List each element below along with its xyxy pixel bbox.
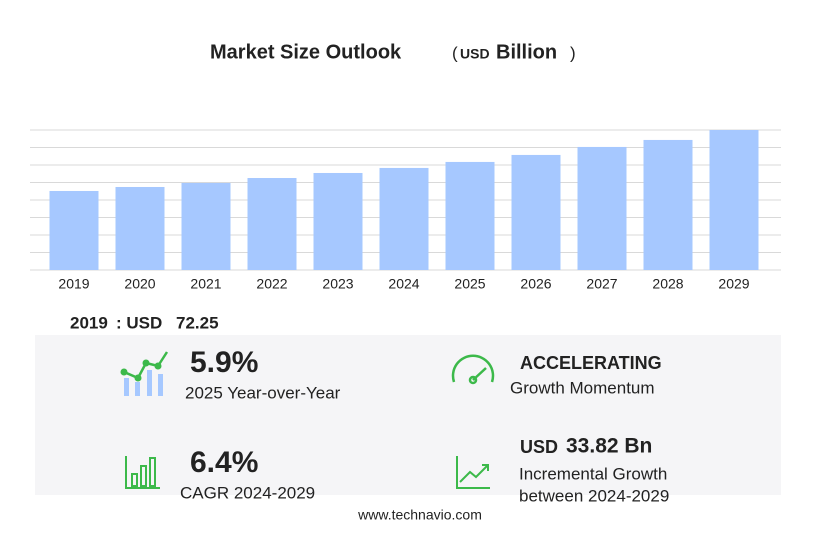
incremental-prefix: USD [520, 437, 558, 457]
bar [709, 130, 759, 270]
x-tick-label: 2027 [586, 276, 617, 292]
momentum-icon [451, 354, 495, 385]
x-tick-label: 2019 [58, 276, 89, 292]
unit: Billion [496, 41, 557, 63]
incremental-label: between 2024-2029 [519, 486, 669, 505]
bar [577, 146, 627, 270]
yoy-value: 5.9% [190, 346, 258, 379]
bar [643, 139, 693, 270]
x-tick-label: 2023 [322, 276, 353, 292]
incremental-label: Incremental Growth [519, 464, 667, 483]
incremental-icon [456, 456, 490, 489]
yoy-label: 2025 Year-over-Year [185, 383, 341, 402]
bar [115, 186, 165, 270]
x-tick-label: 2020 [124, 276, 155, 292]
bar [181, 182, 231, 270]
cagr-label: CAGR 2024-2029 [180, 483, 315, 502]
incremental-value: 33.82 Bn [566, 435, 652, 458]
bar [379, 167, 429, 270]
highlight-unit: : USD [116, 313, 162, 332]
x-tick-label: 2022 [256, 276, 287, 292]
cagr-icon [125, 456, 160, 489]
x-tick-label: 2029 [718, 276, 749, 292]
unit-close: ) [570, 43, 576, 62]
unit-open: ( [452, 43, 458, 62]
momentum-value: ACCELERATING [520, 353, 662, 373]
x-tick-label: 2021 [190, 276, 221, 292]
highlight-year: 2019 [70, 313, 108, 332]
yoy-icon [120, 351, 169, 396]
footer: www.technavio.com [357, 507, 482, 523]
unit-prefix: USD [460, 46, 490, 62]
x-tick-label: 2024 [388, 276, 419, 292]
x-tick-label: 2025 [454, 276, 485, 292]
plot: 2019 2020 2021 2022 2023 2024 2025 2026 2027 2028… [30, 129, 781, 292]
momentum-label: Growth Momentum [510, 378, 655, 397]
bar [445, 161, 495, 270]
bar [247, 178, 297, 270]
highlight-value: 72.25 [176, 313, 219, 332]
x-tick-label: 2026 [520, 276, 551, 292]
bar [49, 190, 99, 270]
x-tick-label: 2028 [652, 276, 683, 292]
cagr-value: 6.4% [190, 446, 258, 479]
chart-title: Market Size Outlook [210, 41, 402, 63]
bar [511, 154, 561, 270]
bar [313, 172, 363, 270]
